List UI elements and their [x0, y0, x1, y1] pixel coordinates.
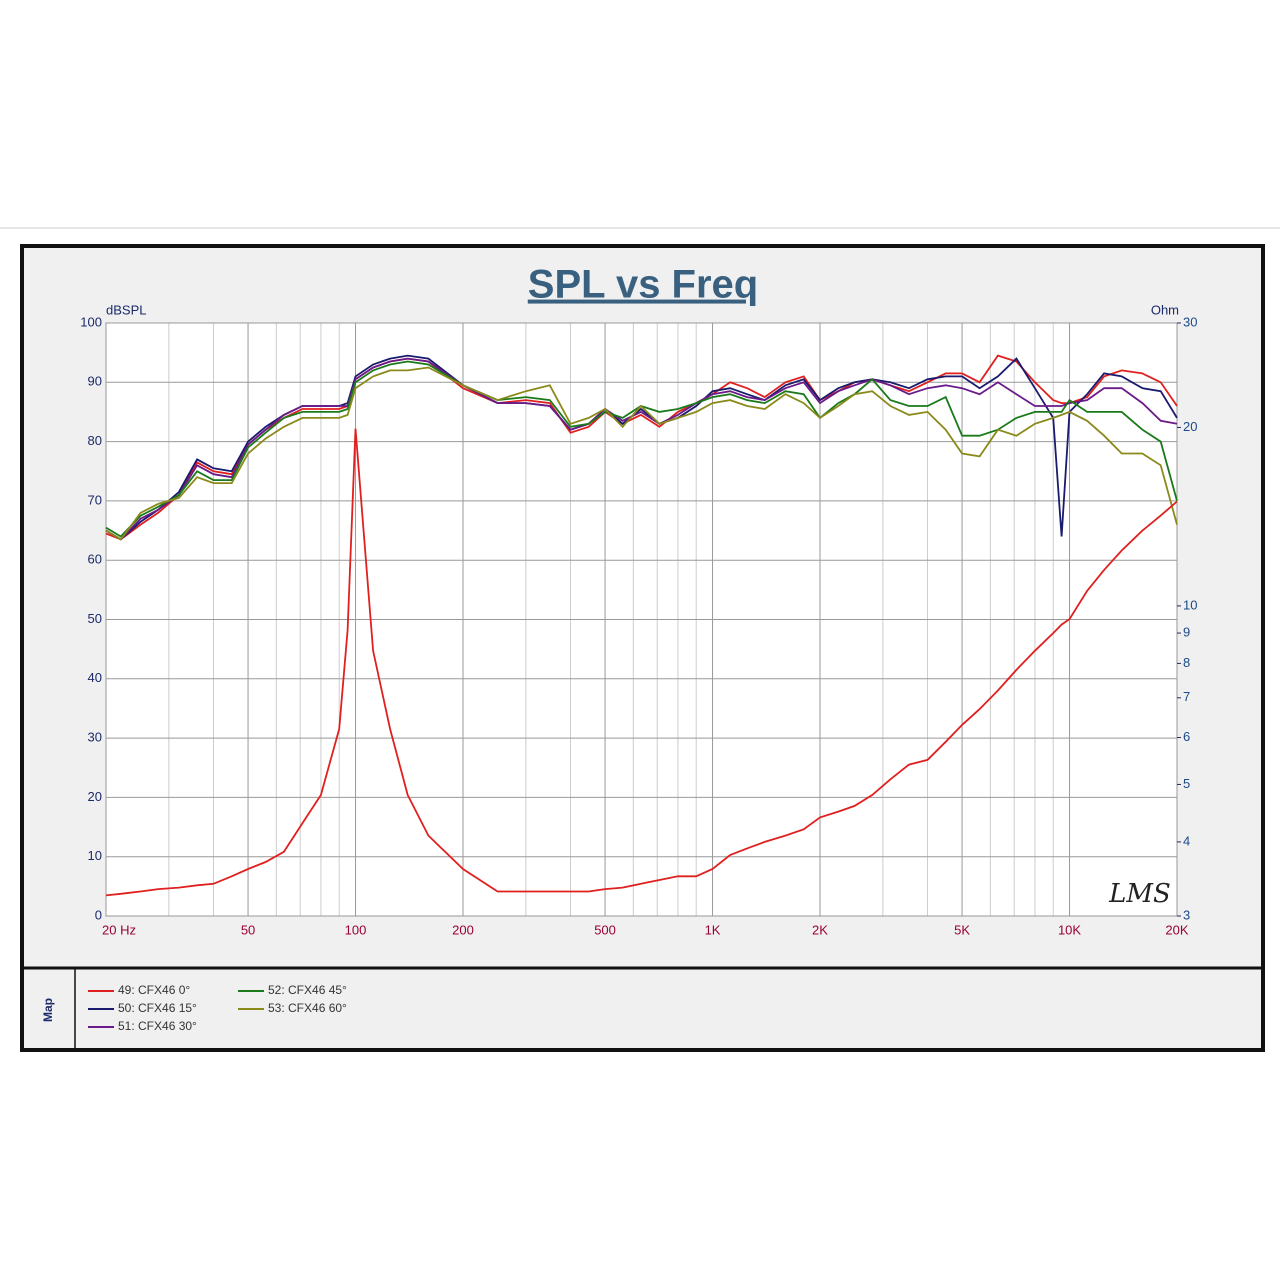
y2-tick-label: 6 — [1183, 729, 1190, 744]
y-tick-label: 100 — [80, 314, 102, 329]
y2-tick-label: 30 — [1183, 314, 1197, 329]
series-line — [105, 428, 1178, 897]
x-tick-label: 20K — [1165, 922, 1188, 937]
chart-title: SPL vs Freq — [528, 263, 758, 307]
y-tick-label: 10 — [88, 848, 102, 863]
x-tick-label: 5K — [954, 922, 970, 937]
y2-tick-label: 7 — [1183, 689, 1190, 704]
x-tick-label: 100 — [345, 922, 367, 937]
legend-title: Map — [41, 998, 55, 1022]
y-tick-label: 30 — [88, 730, 102, 745]
legend-label: 51: CFX46 30° — [118, 1019, 197, 1033]
y-tick-label: 50 — [88, 611, 102, 626]
series-line — [105, 357, 1178, 541]
y2-axis-label: Ohm — [1151, 302, 1179, 317]
x-tick-label: 50 — [241, 922, 255, 937]
y-tick-label: 70 — [88, 492, 102, 507]
y-tick-label: 60 — [88, 552, 102, 567]
y-tick-label: 80 — [88, 433, 102, 448]
y2-tick-label: 20 — [1183, 419, 1197, 434]
legend-label: 49: CFX46 0° — [118, 983, 190, 997]
x-tick-label: 20 Hz — [102, 922, 136, 937]
y2-tick-label: 3 — [1183, 907, 1190, 922]
x-tick-label: 1K — [705, 922, 721, 937]
y2-tick-label: 9 — [1183, 625, 1190, 640]
y2-tick-label: 10 — [1183, 597, 1197, 612]
x-tick-label: 2K — [812, 922, 828, 937]
legend-label: 53: CFX46 60° — [268, 1001, 347, 1015]
y2-tick-label: 4 — [1183, 833, 1190, 848]
y-tick-label: 40 — [88, 670, 102, 685]
y2-tick-label: 5 — [1183, 776, 1190, 791]
x-tick-label: 200 — [452, 922, 474, 937]
legend-label: 52: CFX46 45° — [268, 983, 347, 997]
y-tick-label: 0 — [95, 907, 102, 922]
x-tick-label: 10K — [1058, 922, 1081, 937]
series-line — [105, 366, 1178, 541]
series-line — [105, 360, 1178, 538]
legend-label: 50: CFX46 15° — [118, 1001, 197, 1015]
y2-tick-label: 8 — [1183, 655, 1190, 670]
y-tick-label: 20 — [88, 789, 102, 804]
annotation: LMS — [1108, 879, 1171, 909]
y-tick-label: 90 — [88, 374, 102, 389]
y-axis-label: dBSPL — [106, 302, 146, 317]
x-tick-label: 500 — [594, 922, 616, 937]
